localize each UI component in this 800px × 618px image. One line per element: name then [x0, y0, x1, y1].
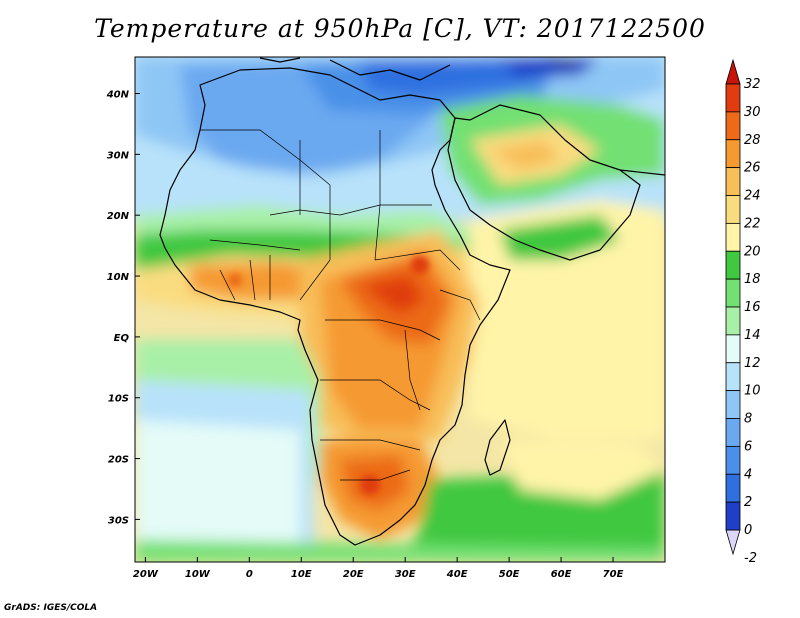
colorbar-label: 18	[744, 272, 761, 287]
x-tick-label: 20E	[343, 569, 364, 580]
colorbar-segment	[725, 362, 741, 392]
colorbar-segment	[725, 334, 741, 364]
colorbar-segment	[725, 418, 741, 447]
colorbar-segment	[725, 445, 741, 475]
colorbar-extend-max	[725, 58, 741, 85]
colorbar-label: 0	[744, 523, 752, 538]
y-tick-label: 40N	[106, 90, 130, 101]
colorbar-label: 22	[744, 216, 761, 231]
colorbar-segment	[725, 473, 741, 503]
colorbar-label: 24	[744, 189, 761, 204]
colorbar-label: 28	[744, 133, 761, 148]
colorbar-segment	[725, 390, 741, 419]
y-tick-label: 20S	[108, 455, 129, 466]
colorbar-segment	[725, 278, 741, 308]
x-tick-label: 10E	[291, 569, 312, 580]
y-tick-label: EQ	[114, 333, 130, 344]
colorbar-segment	[725, 195, 741, 224]
grads-credit: GrADS: IGES/COLA	[4, 603, 98, 613]
y-tick-label: 20N	[107, 211, 130, 222]
coastlines	[159, 57, 665, 546]
colorbar-label: 6	[744, 439, 752, 454]
colorbar-label: 2	[744, 495, 752, 510]
x-tick-label: 20W	[133, 569, 159, 580]
colorbar-label: 10	[744, 384, 761, 399]
colorbar-segment	[725, 501, 741, 531]
colorbar-label: 8	[744, 412, 752, 427]
colorbar-label: 30	[744, 105, 761, 120]
colorbar-segment	[725, 167, 741, 196]
y-tick-label: 10S	[108, 394, 129, 405]
country-borders	[200, 129, 481, 481]
colorbar-segment	[725, 111, 741, 141]
x-tick-label: 10W	[185, 569, 211, 580]
colorbar-label: 26	[744, 161, 761, 176]
x-axis: 20W 10W 0 10E 20E 30E 40E 50E 60E 70E	[133, 557, 624, 580]
x-tick-label: 0	[246, 569, 253, 580]
map-title: Temperature at 950hPa [C], VT: 201712250…	[94, 14, 706, 43]
x-tick-label: 50E	[499, 569, 520, 580]
colorbar-segment	[725, 222, 741, 252]
colorbar-label: -2	[744, 551, 757, 566]
y-tick-label: 10N	[107, 272, 130, 283]
colorbar-segment	[725, 306, 741, 336]
x-tick-label: 70E	[603, 569, 624, 580]
colorbar-label: 14	[744, 328, 761, 343]
colorbar-label: 16	[744, 300, 761, 315]
x-tick-label: 40E	[446, 569, 468, 580]
colorbar-label: 20	[744, 244, 761, 259]
plot-frame	[134, 56, 666, 563]
colorbar-label: 4	[744, 467, 752, 482]
y-axis: 40N 30N 20N 10N EQ 10S 20S 30S	[106, 90, 140, 526]
colorbar-extend-min	[725, 529, 741, 556]
colorbar-label: 32	[744, 77, 761, 92]
colorbar-segment	[725, 139, 741, 169]
x-tick-label: 60E	[551, 569, 572, 580]
colorbar-label: 12	[744, 356, 761, 371]
y-tick-label: 30S	[108, 515, 129, 526]
y-tick-label: 30N	[107, 150, 130, 161]
colorbar-segment	[725, 83, 741, 113]
x-tick-label: 30E	[395, 569, 416, 580]
temperature-field	[135, 57, 665, 562]
colorbar-segment	[725, 250, 741, 280]
